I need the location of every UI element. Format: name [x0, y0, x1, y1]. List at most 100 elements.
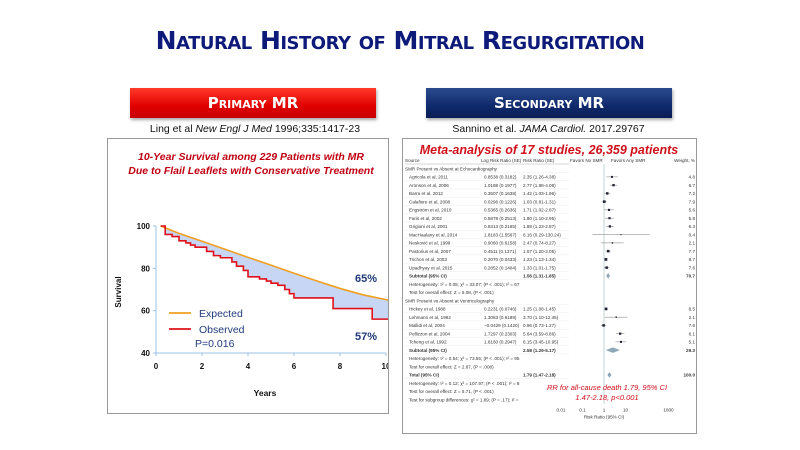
- x-tick-label: 10: [623, 408, 629, 413]
- study-source: Upadhyay et al, 2015: [409, 265, 453, 270]
- weight-value: 5.8: [689, 216, 696, 221]
- point-estimate-marker: [604, 258, 608, 261]
- legend-observed-label: Observed: [199, 324, 245, 336]
- rr-value: 0.96 (0.73-1.27): [523, 323, 556, 328]
- log-rr-value: 0.5878 (0.2513): [484, 216, 517, 221]
- weight-value: 8.5: [689, 307, 696, 312]
- weight-value: 7.9: [689, 199, 696, 204]
- log-rr-value: 1.0188 (0.1977): [484, 183, 517, 188]
- x-tick-label: 0.01: [557, 408, 566, 413]
- point-estimate-marker: [608, 217, 611, 220]
- section-source: SMR Present vs Absent at Ventriculograph…: [405, 298, 495, 303]
- subtotal-source: Subtotal (95% CI): [409, 274, 447, 279]
- rr-value: 1.42 (1.03-1.96): [523, 191, 556, 196]
- log-rr-value: 0.2231 (0.0746): [484, 307, 517, 312]
- rr-value: 2.77 (1.88-4.08): [523, 183, 556, 188]
- citation-journal: New Engl J Med: [195, 123, 272, 135]
- note-source: Heterogeneity: τ² = 0.54; χ² = 73.55; (P…: [409, 356, 520, 361]
- expected-survival-line: [160, 225, 389, 301]
- rr-value: 1.25 (1.08-1.45): [523, 307, 556, 312]
- pooled-estimate-diamond: [607, 372, 612, 378]
- study-source: Faris et al, 2002: [409, 216, 442, 221]
- rr-value: 5.64 (3.59-8.86): [523, 331, 556, 336]
- rr-value: 1.71 (1.02-2.87): [523, 208, 556, 213]
- header-log-rr: Log Risk Ratio (SE): [481, 158, 522, 163]
- note-source: Heterogeneity: τ² = 0.12; χ² = 107.97; (…: [409, 381, 520, 386]
- study-source: Lehmann et al, 1992: [409, 315, 451, 320]
- study-source: Engström et al, 2010: [409, 208, 452, 213]
- chart-title-line2: Due to Flail Leaflets with Conservative …: [128, 165, 374, 177]
- x-tick-label: 1000: [663, 408, 674, 413]
- note-source: Test for overall effect: Z = 2.67, (P = …: [409, 364, 494, 369]
- study-source: Grigioni et al, 2001: [409, 224, 448, 229]
- log-rr-value: 1.3083 (0.6189): [484, 315, 517, 320]
- rr-value: 1.33 (1.01-1.75): [523, 265, 556, 270]
- subtotal-source: Subtotal (95% CI): [409, 348, 447, 353]
- weight-value: 29.3: [686, 348, 695, 353]
- weight-value: 6.7: [689, 183, 696, 188]
- weight-value: 5.6: [689, 208, 696, 213]
- y-tick-label: 100: [137, 222, 151, 231]
- study-source: Tcheng et al, 1992: [409, 340, 447, 345]
- log-rr-value: −0.0429 (0.1420): [484, 323, 520, 328]
- note-source: Heterogeneity: τ² = 0.05; χ² = 33.07; (P…: [409, 282, 520, 287]
- log-rr-value: 0.4511 (0.1371): [484, 249, 517, 254]
- study-source: Pellizzon et al, 2004: [409, 331, 451, 336]
- x-axis-label: Risk Ratio (95% CI): [584, 415, 625, 420]
- log-rr-value: 0.2070 (0.0433): [484, 257, 517, 262]
- rr-value: 1.56 (1.31-1.85): [523, 274, 556, 279]
- study-source: Mallidi et al, 2004: [409, 323, 445, 328]
- meta-analysis-title: Meta-analysis of 17 studies, 26,359 pati…: [420, 143, 678, 157]
- rr-value: 2.47 (0.74-8.27): [523, 241, 556, 246]
- study-source: Calafiore et al, 2008: [409, 199, 451, 204]
- primary-citation: Ling et al New Engl J Med 1996;335:1417-…: [110, 123, 400, 135]
- rr-annotation-line2: 1.47-2.18, p<0.001: [575, 393, 638, 402]
- study-source: Aronson et al, 2006: [409, 183, 449, 188]
- citation-journal: JAMA Cardiol.: [519, 123, 587, 135]
- point-estimate-marker: [604, 307, 608, 311]
- y-tick-label: 40: [141, 349, 150, 358]
- pooled-estimate-diamond: [605, 347, 620, 353]
- survival-gap-area: [160, 226, 389, 320]
- pooled-estimate-diamond: [606, 273, 610, 279]
- log-rr-value: 0.5365 (0.2636): [484, 208, 517, 213]
- weight-value: 5.1: [689, 340, 696, 345]
- citation-details: 2017.29767: [586, 123, 645, 135]
- legend-expected-label: Expected: [199, 308, 243, 320]
- x-tick-label: 2: [200, 362, 205, 371]
- x-tick-label: 4: [246, 362, 251, 371]
- note-source: Test for overall effect: Z = 5.08, (P < …: [409, 290, 494, 295]
- point-estimate-marker: [605, 266, 608, 269]
- citation-authors: Ling et al: [149, 123, 196, 135]
- log-rr-value: 0.2852 (0.1404): [484, 265, 517, 270]
- study-source: Pastorius et al, 2007: [409, 249, 451, 254]
- log-rr-value: 1.7297 (0.2303): [484, 331, 517, 336]
- x-tick-label: 0: [154, 362, 159, 371]
- y-tick-label: 60: [141, 307, 150, 316]
- study-source: Hickey et al, 1988: [409, 307, 446, 312]
- weight-value: 8.7: [689, 257, 696, 262]
- note-source: Test for subgroup differences: χ² = 1.89…: [409, 397, 519, 402]
- survival-chart: 10-Year Survival among 229 Patients with…: [114, 151, 391, 398]
- weight-value: 0.4: [689, 232, 696, 237]
- rr-value: 1.79 (1.47-2.18): [523, 373, 556, 378]
- log-rr-value: 0.0296 (0.1226): [484, 199, 517, 204]
- study-source: Barra et al, 2012: [409, 191, 443, 196]
- rr-annotation-line1: RR for all-cause death 1.79, 95% CI: [547, 383, 667, 392]
- log-rr-value: 1.8160 (0.2947): [484, 340, 517, 345]
- rr-value: 1.23 (1.13-1.34): [523, 257, 556, 262]
- y-tick-label: 80: [141, 264, 150, 273]
- x-tick-label: 8: [338, 362, 343, 371]
- expected-end-label: 65%: [355, 273, 377, 285]
- weight-value: 2.1: [689, 315, 696, 320]
- citation-authors: Sannino et al.: [452, 123, 520, 135]
- rr-value: 2.58 (1.29-5.17): [523, 348, 556, 353]
- survival-chart-panel: 10-Year Survival among 229 Patients with…: [107, 138, 391, 414]
- chart-title-line1: 10-Year Survival among 229 Patients with…: [138, 151, 364, 163]
- section-source: SMR Present vs Absent at Echocardiograph…: [405, 166, 498, 171]
- rr-value: 1.03 (0.81-1.31): [523, 199, 556, 204]
- point-estimate-marker: [607, 208, 611, 211]
- rr-value: 3.70 (1.10-12.45): [523, 315, 559, 320]
- secondary-mr-banner: Secondary MR: [426, 88, 672, 118]
- x-tick-label: 10: [382, 362, 388, 371]
